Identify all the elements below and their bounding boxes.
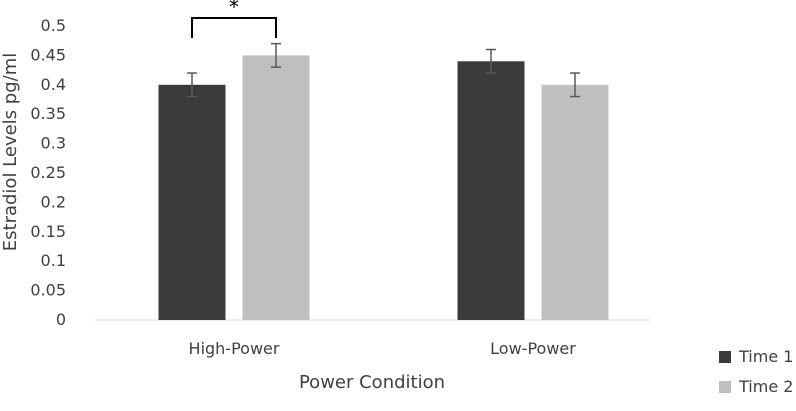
- y-tick-label: 0.2: [41, 192, 66, 211]
- legend-swatch: [719, 351, 731, 363]
- legend-item: Time 1: [719, 347, 793, 366]
- significance-bracket-line: [191, 17, 277, 38]
- y-tick-label: 0.5: [41, 16, 66, 35]
- error-bars: [187, 42, 580, 98]
- significance-star: *: [229, 0, 239, 19]
- error-bar: [570, 72, 580, 98]
- bar-time-2-low-power: [541, 84, 609, 320]
- x-axis-title: Power Condition: [299, 372, 445, 393]
- legend-item: Time 2: [719, 377, 793, 396]
- error-bar: [271, 42, 281, 68]
- error-bar: [486, 48, 496, 74]
- bars: [158, 55, 609, 321]
- x-category-label: Low-Power: [490, 339, 576, 358]
- y-axis-tick-labels: 0 0.05 0.1 0.15 0.2 0.25 0.3 0.35 0.4 0.45 0.5: [30, 16, 66, 329]
- y-tick-label: 0: [56, 310, 66, 329]
- legend-swatch: [719, 381, 731, 393]
- legend-label: Time 1: [738, 347, 793, 366]
- y-tick-label: 0.35: [30, 104, 66, 123]
- legend-label: Time 2: [738, 377, 793, 396]
- significance-bracket: *: [191, 0, 277, 38]
- error-bar: [187, 72, 197, 98]
- y-tick-label: 0.05: [30, 281, 66, 300]
- y-tick-label: 0.3: [41, 134, 66, 153]
- bar-time-1-high-power: [158, 84, 226, 320]
- legend: Time 1 Time 2: [719, 347, 793, 396]
- x-category-label: High-Power: [189, 339, 280, 358]
- y-tick-label: 0.25: [30, 163, 66, 182]
- y-tick-label: 0.1: [41, 251, 66, 270]
- y-tick-label: 0.4: [41, 75, 66, 94]
- y-tick-label: 0.45: [30, 45, 66, 64]
- y-axis-title: Estradiol Levels pg/ml: [0, 53, 21, 251]
- category-labels: High-Power Low-Power: [189, 339, 577, 358]
- bar-time-1-low-power: [457, 61, 525, 320]
- y-tick-label: 0.15: [30, 222, 66, 241]
- bar-time-2-high-power: [242, 55, 310, 321]
